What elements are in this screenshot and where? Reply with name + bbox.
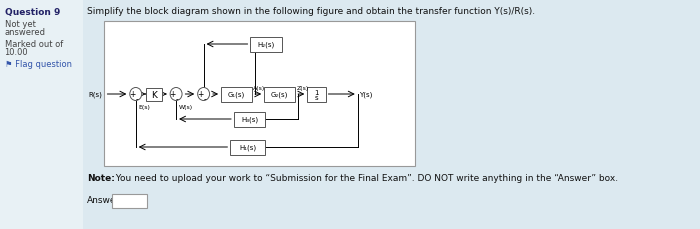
Bar [146, 88, 162, 101]
Text: Simplify the block diagram shown in the following figure and obtain the transfer: Simplify the block diagram shown in the … [87, 7, 536, 16]
Text: +: + [169, 89, 176, 98]
Text: You need to upload your work to “Submission for the Final Exam”. DO NOT write an: You need to upload your work to “Submiss… [113, 173, 618, 182]
Bar [264, 87, 295, 102]
Bar [251, 37, 281, 52]
Text: Z(s): Z(s) [296, 85, 309, 90]
Bar [104, 22, 416, 166]
Text: Marked out of: Marked out of [5, 40, 63, 49]
Text: E(s): E(s) [139, 105, 150, 109]
Text: -: - [203, 95, 206, 104]
Circle shape [170, 88, 182, 101]
Text: K: K [151, 90, 157, 99]
Text: Question 9: Question 9 [5, 8, 60, 17]
Bar [221, 87, 252, 102]
Text: H₂(s): H₂(s) [258, 42, 274, 48]
Text: H₃(s): H₃(s) [241, 116, 258, 123]
Text: answered: answered [5, 28, 46, 37]
Text: ⚑ Flag question: ⚑ Flag question [5, 60, 71, 69]
Text: +: + [129, 89, 135, 98]
Text: Note:: Note: [87, 173, 115, 182]
Text: Answer:: Answer: [87, 195, 123, 204]
Circle shape [130, 88, 141, 101]
Text: R(s): R(s) [89, 91, 103, 98]
Text: s: s [314, 95, 318, 101]
Text: -: - [135, 95, 138, 104]
Text: A(s): A(s) [253, 85, 265, 90]
Bar [112, 194, 147, 208]
Circle shape [197, 88, 209, 101]
Text: 1: 1 [314, 90, 318, 95]
Text: W(s): W(s) [179, 105, 193, 109]
Bar [234, 112, 265, 127]
Bar [0, 0, 83, 229]
Text: 10.00: 10.00 [5, 48, 28, 57]
Text: +: + [197, 89, 203, 98]
Text: -: - [176, 95, 178, 104]
Bar [307, 87, 326, 102]
Text: Not yet: Not yet [5, 20, 36, 29]
Bar [230, 140, 265, 155]
Text: G₁(s): G₁(s) [228, 91, 245, 98]
Text: H₁(s): H₁(s) [239, 144, 256, 151]
Text: Y(s): Y(s) [360, 91, 373, 98]
Text: G₂(s): G₂(s) [271, 91, 288, 98]
